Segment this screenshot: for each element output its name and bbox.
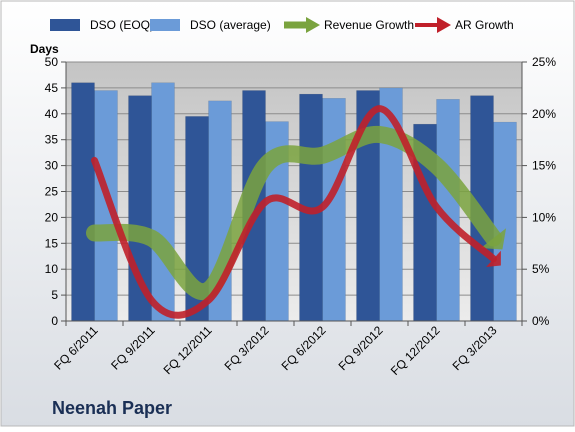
legend-swatch xyxy=(50,19,80,31)
legend: DSO (EOQ) DSO (average) Revenue Growth AR G… xyxy=(50,17,514,33)
legend-label: Revenue Growth xyxy=(324,18,414,32)
legend-label: AR Growth xyxy=(455,18,514,32)
y2-tick-label: 5% xyxy=(532,262,550,276)
y-tick-label: 40 xyxy=(45,107,59,121)
y2-tick-label: 20% xyxy=(532,107,556,121)
bar xyxy=(493,121,517,322)
legend-swatch-arrowhead xyxy=(306,17,320,33)
series-line xyxy=(86,126,502,300)
series-arrowhead xyxy=(480,228,507,250)
y-tick-label: 30 xyxy=(45,159,59,173)
y2-tick-label: 15% xyxy=(532,159,556,173)
legend-label: DSO (EOQ) xyxy=(90,18,154,32)
growth-lines xyxy=(86,105,507,319)
y-tick-label: 0 xyxy=(51,314,58,328)
bars xyxy=(71,82,517,322)
y-tick-label: 45 xyxy=(45,81,59,95)
bar xyxy=(322,98,346,322)
legend-swatch-arrowhead xyxy=(437,17,451,33)
bar xyxy=(151,82,175,322)
series-line xyxy=(91,105,497,319)
company-title: Neenah Paper xyxy=(52,398,173,418)
bar xyxy=(71,82,95,322)
y-tick-label: 5 xyxy=(51,288,58,302)
legend-swatch xyxy=(150,19,180,31)
y-tick-label: 25 xyxy=(45,185,59,199)
y2-tick-label: 0% xyxy=(532,314,550,328)
y2-tick-label: 10% xyxy=(532,210,556,224)
y2-tick-label: 25% xyxy=(532,55,556,69)
y-tick-label: 35 xyxy=(45,133,59,147)
y-tick-label: 20 xyxy=(45,210,59,224)
y-axis-title: Days xyxy=(30,42,59,56)
legend-label: DSO (average) xyxy=(190,18,271,32)
y-tick-label: 10 xyxy=(45,262,59,276)
y-tick-label: 15 xyxy=(45,236,59,250)
y-tick-label: 50 xyxy=(45,55,59,69)
series-arrowhead xyxy=(486,250,501,267)
